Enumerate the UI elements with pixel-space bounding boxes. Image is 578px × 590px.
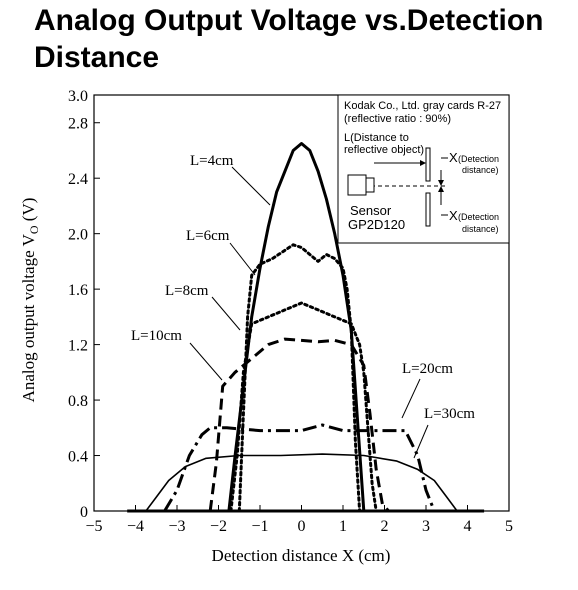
series-label-l-6cm: L=6cm: [186, 228, 230, 244]
series-line-l-6cm: [237, 243, 362, 513]
series-line-l-8cm: [229, 301, 378, 513]
x-tick-label: −1: [251, 518, 268, 535]
series-line-l-20cm: [163, 423, 436, 512]
inset-x-label-bottom: X: [449, 208, 458, 223]
y-tick-label: 0.4: [68, 449, 88, 466]
y-tick-label: 0.8: [68, 393, 88, 410]
inset-source-line: Kodak Co., Ltd. gray cards R-27: [344, 100, 501, 112]
y-axis-title: Analog output voltage VO (V): [19, 198, 41, 403]
inset-sensor-label: Sensor: [350, 203, 392, 218]
y-tick-label: 1.2: [68, 338, 88, 355]
series-label-l-20cm: L=20cm: [402, 361, 453, 377]
inset-distance-label: L(Distance to: [344, 132, 409, 144]
inset-distance-label-2: reflective object): [344, 144, 424, 156]
x-tick-label: 1: [339, 518, 347, 535]
series-group: [127, 142, 485, 513]
inset-diagram: Kodak Co., Ltd. gray cards R-27 (reflect…: [337, 94, 510, 244]
x-tick-label: 4: [464, 518, 472, 535]
inset-frame: [337, 94, 510, 244]
inset-card-bottom: [425, 192, 431, 227]
y-tick-label: 2.4: [68, 171, 88, 188]
x-tick-label: 5: [505, 518, 513, 535]
inset-x-detail-bottom-2: distance): [462, 224, 499, 234]
x-tick-label: 0: [298, 518, 306, 535]
x-tick-label: −2: [210, 518, 227, 535]
label-leader-l-6cm: [229, 242, 256, 276]
inset-x-detail-top-1: (Detection: [458, 154, 499, 164]
x-tick-label: −4: [127, 518, 144, 535]
y-tick-label: 2.8: [68, 116, 88, 133]
x-axis-title: Detection distance X (cm): [212, 546, 391, 565]
axis-ticks: −5 −4 −3 −2 −1 0 1 2 3 4 5 0 0.4 0.8 1.2 1.6 2.0 2.4 2.8 3.…: [68, 88, 513, 535]
inset-sensor-lens: [365, 177, 375, 193]
x-tick-label: −5: [85, 518, 102, 535]
label-leader-l-30cm: [413, 424, 429, 459]
y-tick-label: 1.6: [68, 282, 88, 299]
inset-sensor-body: [347, 174, 367, 196]
y-tick-label: 2.0: [68, 227, 88, 244]
y-tick-label: 3.0: [68, 88, 88, 105]
x-tick-label: −3: [168, 518, 185, 535]
inset-x-detail-top-2: distance): [462, 165, 499, 175]
label-leader-l-10cm: [189, 342, 223, 381]
series-line-l-10cm: [208, 337, 390, 513]
inset-x-detail-bottom-1: (Detection: [458, 212, 499, 222]
inset-x-arrow-bottom-head: [438, 186, 444, 192]
x-tick-label: 3: [422, 518, 430, 535]
label-leader-l-4cm: [231, 166, 271, 206]
series-label-l-30cm: L=30cm: [424, 406, 475, 422]
inset-x-label-top: X: [449, 150, 458, 165]
inset-model-label: GP2D120: [348, 217, 405, 232]
inset-x-arrow-top-head: [438, 180, 444, 186]
series-label-l-10cm: L=10cm: [131, 328, 182, 344]
label-leader-l-8cm: [211, 296, 241, 331]
inset-distance-arrow: [420, 160, 426, 166]
y-tick-label: 0: [80, 504, 88, 521]
series-label-l-8cm: L=8cm: [165, 283, 209, 299]
series-label-l-4cm: L=4cm: [190, 153, 234, 169]
x-tick-label: 2: [381, 518, 389, 535]
inset-card-top: [425, 147, 431, 182]
page-title: Analog Output Voltage vs.Detection Dista…: [34, 4, 544, 74]
series-labels: L=4cm L=6cm L=8cm L=10cm L=20cm L=30cm: [131, 153, 475, 459]
label-leader-l-20cm: [401, 378, 421, 419]
series-line-l-30cm: [145, 453, 458, 512]
inset-ratio-line: (reflective ratio : 90%): [344, 113, 451, 125]
